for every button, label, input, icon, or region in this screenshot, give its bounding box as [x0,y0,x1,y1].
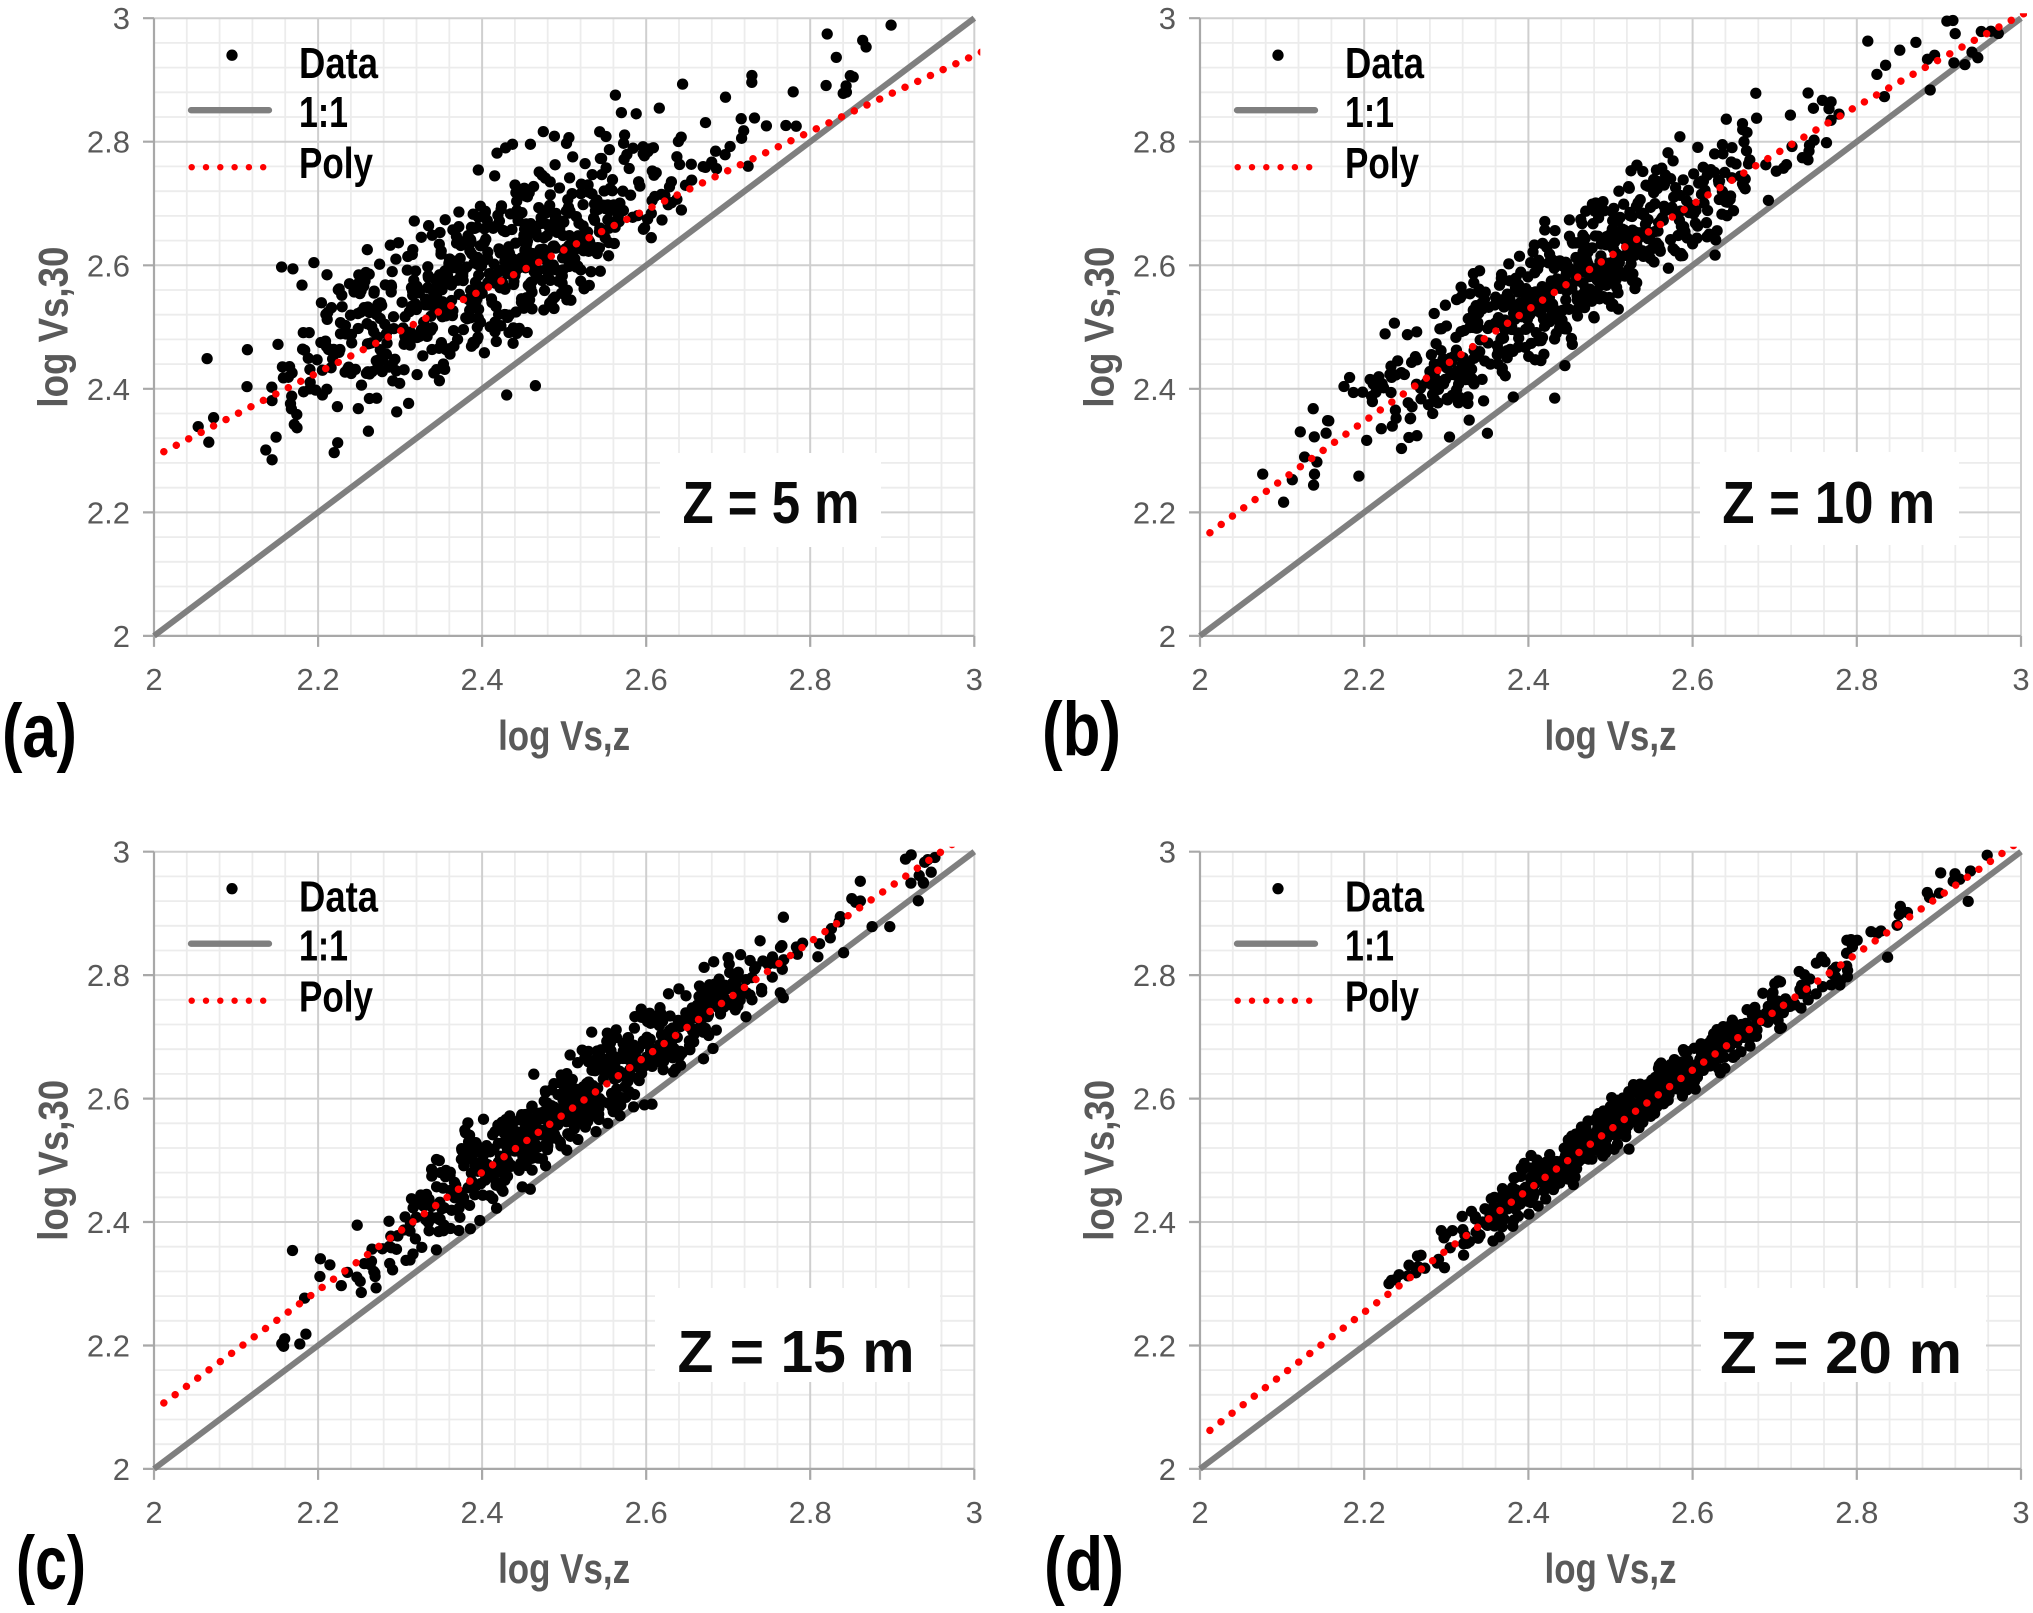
svg-text:log Vs,30: log Vs,30 [1076,247,1123,408]
svg-text:2.4: 2.4 [461,662,504,697]
svg-text:Z = 20 m: Z = 20 m [1720,1320,1962,1386]
svg-text:2.2: 2.2 [1133,1329,1176,1364]
svg-text:2.4: 2.4 [1507,662,1550,697]
svg-text:2.8: 2.8 [87,125,130,160]
svg-text:2.4: 2.4 [87,1205,130,1240]
svg-text:Data: Data [1345,39,1424,88]
svg-text:log Vs,z: log Vs,z [498,1545,630,1592]
svg-text:2.8: 2.8 [87,958,130,993]
svg-text:log Vs,30: log Vs,30 [30,1080,77,1241]
svg-text:2: 2 [1159,619,1176,654]
svg-text:2.4: 2.4 [461,1495,504,1530]
svg-text:2.6: 2.6 [625,662,668,697]
svg-text:Poly: Poly [1345,973,1419,1022]
svg-text:2.4: 2.4 [87,372,130,407]
svg-text:3: 3 [2012,662,2029,697]
svg-text:2.8: 2.8 [1133,125,1176,160]
svg-text:2.6: 2.6 [1671,1495,1714,1530]
svg-text:1:1: 1:1 [299,88,348,137]
svg-text:1:1: 1:1 [1345,88,1394,137]
svg-text:2.8: 2.8 [1835,1495,1878,1530]
svg-text:2.2: 2.2 [1133,495,1176,530]
svg-text:3: 3 [113,835,130,870]
svg-text:(d): (d) [1044,1522,1124,1607]
svg-text:2: 2 [1191,662,1208,697]
svg-text:2: 2 [113,1452,130,1487]
svg-text:2.4: 2.4 [1133,372,1176,407]
svg-text:(c): (c) [16,1521,86,1606]
svg-text:(a): (a) [2,689,77,774]
svg-text:Z = 5 m: Z = 5 m [683,470,860,536]
svg-text:3: 3 [1159,835,1176,870]
svg-text:2: 2 [1159,1452,1176,1487]
svg-text:2.2: 2.2 [1343,662,1386,697]
svg-text:2.4: 2.4 [1507,1495,1550,1530]
svg-text:Poly: Poly [299,139,373,188]
svg-text:log Vs,z: log Vs,z [1545,1545,1677,1592]
svg-text:log Vs,30: log Vs,30 [1076,1080,1123,1241]
svg-text:1:1: 1:1 [1345,922,1394,971]
svg-text:Data: Data [1345,873,1424,922]
svg-text:2.2: 2.2 [87,495,130,530]
svg-text:3: 3 [966,1495,983,1530]
svg-text:Data: Data [299,39,378,88]
svg-text:2.8: 2.8 [1835,662,1878,697]
svg-text:Z = 10 m: Z = 10 m [1722,470,1935,536]
svg-text:2.2: 2.2 [297,662,340,697]
svg-text:Z = 15 m: Z = 15 m [678,1319,915,1385]
svg-text:2.2: 2.2 [87,1329,130,1364]
svg-text:2.6: 2.6 [87,248,130,283]
svg-text:2.6: 2.6 [1133,1082,1176,1117]
svg-text:log Vs,z: log Vs,z [498,712,630,759]
svg-text:2: 2 [145,1495,162,1530]
svg-text:2.8: 2.8 [789,662,832,697]
svg-text:2.2: 2.2 [1343,1495,1386,1530]
svg-text:2.4: 2.4 [1133,1205,1176,1240]
svg-text:1:1: 1:1 [299,922,348,971]
svg-text:2.6: 2.6 [1671,662,1714,697]
svg-text:Data: Data [299,873,378,922]
svg-text:2.6: 2.6 [87,1082,130,1117]
svg-text:2.8: 2.8 [789,1495,832,1530]
svg-text:log Vs,z: log Vs,z [1545,712,1677,759]
svg-text:3: 3 [2012,1495,2029,1530]
svg-text:log Vs,30: log Vs,30 [30,247,77,408]
svg-text:2.6: 2.6 [1133,248,1176,283]
svg-text:2.8: 2.8 [1133,958,1176,993]
svg-text:Poly: Poly [1345,139,1419,188]
svg-text:3: 3 [113,1,130,36]
svg-text:2: 2 [145,662,162,697]
svg-text:(b): (b) [1042,687,1121,772]
svg-text:3: 3 [1159,1,1176,36]
svg-text:2.2: 2.2 [297,1495,340,1530]
svg-text:2.6: 2.6 [625,1495,668,1530]
svg-text:2: 2 [1191,1495,1208,1530]
svg-text:2: 2 [113,619,130,654]
svg-text:3: 3 [966,662,983,697]
svg-text:Poly: Poly [299,973,373,1022]
